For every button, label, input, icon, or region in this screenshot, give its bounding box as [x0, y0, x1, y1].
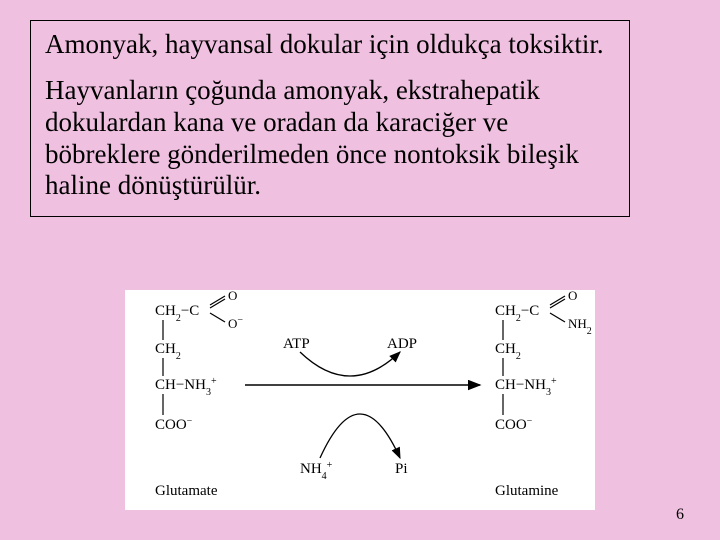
svg-text:CH−NH3+: CH−NH3+ — [495, 376, 557, 398]
svg-text:O−: O− — [228, 315, 243, 332]
page-number: 6 — [676, 506, 684, 524]
glutamate-caption: Glutamate — [155, 483, 218, 499]
atp-adp-arc: ATP ADP — [283, 336, 417, 376]
svg-text:COO−: COO− — [495, 416, 533, 434]
svg-text:CH2−C: CH2−C — [495, 303, 539, 324]
adp-label: ADP — [387, 336, 417, 352]
svg-text:COO−: COO− — [155, 416, 193, 434]
svg-text:CH2−C: CH2−C — [155, 303, 199, 324]
svg-text:NH2: NH2 — [568, 316, 592, 337]
svg-text:CH2: CH2 — [495, 341, 521, 362]
slide-text-box: Amonyak, hayvansal dokular için oldukça … — [30, 20, 630, 217]
svg-text:O: O — [568, 290, 577, 303]
svg-text:CH2: CH2 — [155, 341, 181, 362]
paragraph-1: Amonyak, hayvansal dokular için oldukça … — [45, 29, 615, 61]
nh4-pi-arc: NH4+ Pi — [300, 414, 408, 482]
reaction-diagram: CH2−C O O− CH2 CH−NH3+ COO− CH2−C O NH2 — [125, 290, 595, 510]
atp-label: ATP — [283, 336, 310, 352]
paragraph-2: Hayvanların çoğunda amonyak, ekstrahepat… — [45, 75, 615, 202]
svg-text:CH−NH3+: CH−NH3+ — [155, 376, 217, 398]
pi-label: Pi — [395, 461, 408, 477]
glutamine-structure: CH2−C O NH2 CH2 CH−NH3+ COO− — [495, 290, 592, 433]
glutamate-structure: CH2−C O O− CH2 CH−NH3+ COO− — [155, 290, 243, 433]
nh4-label: NH4+ — [300, 460, 333, 482]
glutamine-caption: Glutamine — [495, 483, 559, 499]
svg-text:O: O — [228, 290, 237, 303]
